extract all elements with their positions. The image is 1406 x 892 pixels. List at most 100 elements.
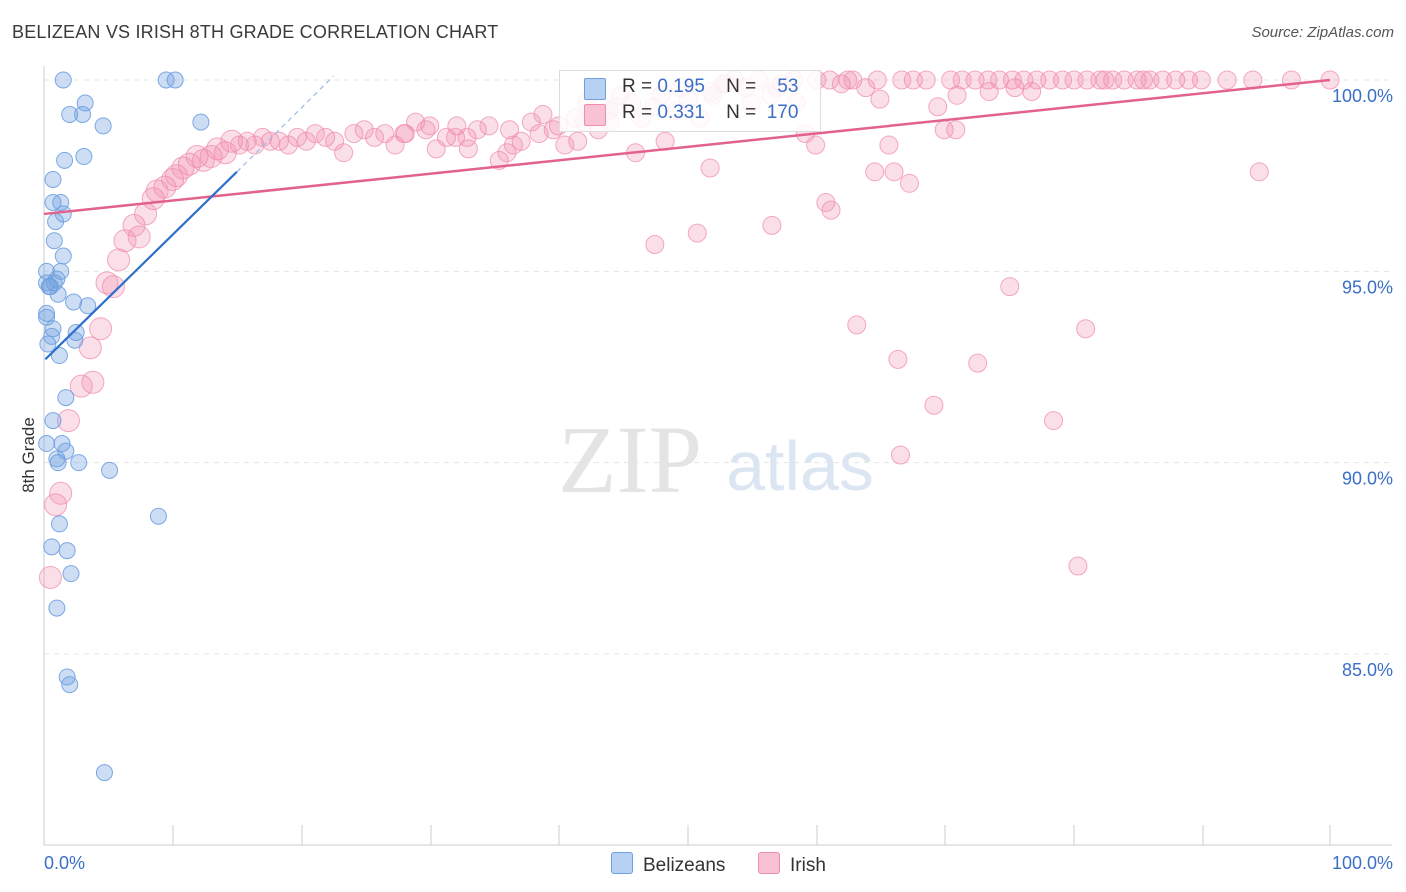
irish-point (867, 70, 887, 90)
irish-point (1005, 78, 1025, 98)
bottom-legend-irish[interactable]: Irish (758, 852, 826, 877)
irish-point (467, 120, 487, 140)
watermark-atlas: atlas (726, 427, 874, 505)
irish-point (38, 565, 62, 589)
gridlines (44, 79, 1392, 655)
irish-point (529, 124, 549, 144)
belizean-point (166, 71, 184, 89)
tick-labels: 85.0% 90.0% 95.0% 100.0% 0.0% 100.0% (44, 86, 1393, 873)
belizean-point (70, 454, 88, 472)
belizean-point (56, 151, 74, 169)
belizean-point (75, 148, 93, 166)
irish-r-label: R = (622, 102, 653, 123)
irish-point (979, 81, 999, 101)
belizean-point (43, 327, 61, 345)
irish-point (44, 493, 68, 517)
irish-points (38, 70, 1340, 589)
irish-point (888, 349, 908, 369)
irish-point (1022, 81, 1042, 101)
irish-point (946, 120, 966, 140)
irish-point (354, 120, 374, 140)
irish-point (1095, 70, 1115, 90)
belizean-trend-extension (236, 75, 334, 173)
belizean-point (54, 71, 72, 89)
irish-point (924, 395, 944, 415)
belizean-point (44, 412, 62, 430)
irish-point (847, 315, 867, 335)
belizean-points (38, 71, 210, 782)
irish-point (164, 164, 188, 188)
belizean-point (101, 461, 119, 479)
belizean-point (48, 599, 66, 617)
irish-point (892, 70, 912, 90)
irish-point (171, 156, 195, 180)
irish-point (199, 145, 223, 169)
irish-point (1249, 162, 1269, 182)
irish-point (78, 336, 102, 360)
belizeans-legend-label: Belizeans (643, 855, 726, 876)
y-tick-label-100: 100.0% (1332, 86, 1393, 106)
chart-title: BELIZEAN VS IRISH 8TH GRADE CORRELATION … (12, 22, 499, 42)
irish-point (479, 116, 499, 136)
belizean-point (38, 304, 56, 322)
irish-point (89, 317, 113, 341)
belizean-n-label: N = (726, 76, 757, 97)
irish-point (446, 127, 466, 147)
belizean-point (50, 515, 68, 533)
irish-point (305, 124, 325, 144)
irish-legend-swatch (758, 852, 780, 874)
irish-point (856, 78, 876, 98)
x-tick-label-min: 0.0% (44, 853, 85, 873)
y-tick-label-90: 90.0% (1342, 469, 1393, 489)
y-tick-label-85: 85.0% (1342, 660, 1393, 680)
irish-r-value: 0.331 (657, 102, 705, 123)
belizean-point (57, 389, 75, 407)
belizean-point (58, 542, 76, 560)
x-tick-label-max: 100.0% (1332, 853, 1393, 873)
irish-point (497, 143, 517, 163)
irish-point (1044, 411, 1064, 431)
y-tick-label-95: 95.0% (1342, 277, 1393, 297)
belizean-point (149, 507, 167, 525)
irish-point (56, 409, 80, 433)
irish-point (806, 135, 826, 155)
trend-lines (43, 75, 1331, 361)
y-axis-label: 8th Grade (19, 417, 38, 493)
irish-point (870, 89, 890, 109)
bottom-legend-belizeans[interactable]: Belizeans (611, 852, 725, 877)
irish-point (1281, 70, 1301, 90)
belizean-point (157, 71, 175, 89)
irish-point (879, 135, 899, 155)
belizean-point (94, 117, 112, 135)
irish-point (500, 120, 520, 140)
belizean-point (192, 113, 210, 131)
watermark-zip: ZIP (558, 406, 702, 513)
irish-point (81, 370, 105, 394)
irish-point (113, 229, 137, 253)
irish-point (394, 124, 414, 144)
irish-point (533, 104, 553, 124)
belizean-point (47, 213, 65, 231)
irish-point (1103, 70, 1123, 90)
belizean-point (66, 331, 84, 349)
irish-point (916, 70, 936, 90)
belizean-point (49, 454, 67, 472)
irish-point (884, 162, 904, 182)
irish-point (95, 271, 119, 295)
irish-point (1068, 556, 1088, 576)
stats-legend: R = 0.195 N = 53 R = 0.331 N = 170 (559, 70, 821, 132)
belizean-point (79, 297, 97, 315)
irish-swatch (584, 104, 606, 126)
irish-point (344, 124, 364, 144)
axes (43, 66, 1392, 846)
belizean-r-label: R = (622, 76, 653, 97)
irish-point (185, 145, 209, 169)
irish-point (420, 116, 440, 136)
belizean-point (38, 435, 56, 453)
belizean-point (50, 347, 68, 365)
irish-legend-label: Irish (790, 855, 826, 876)
irish-point (1053, 70, 1073, 90)
belizean-point (53, 435, 71, 453)
irish-point (700, 158, 720, 178)
